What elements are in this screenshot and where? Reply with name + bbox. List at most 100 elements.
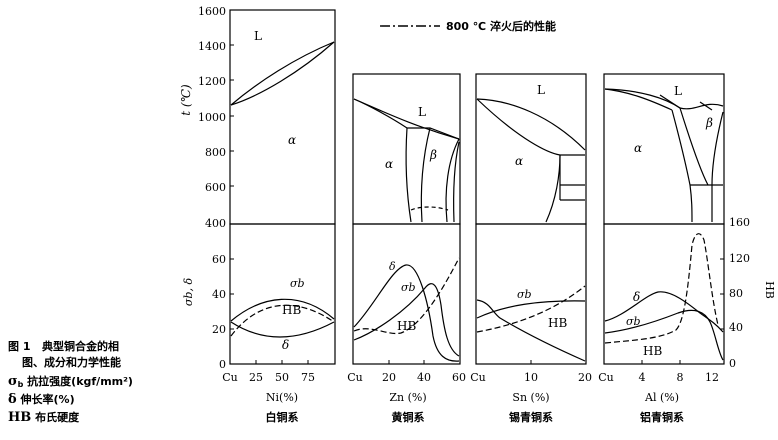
curve-label-sigma: σb xyxy=(517,288,532,301)
temp-tick-800: 800 xyxy=(205,146,226,159)
liquidus-line xyxy=(476,98,586,151)
prop-axis-label: σb, δ xyxy=(182,278,195,307)
x-tick-cu: Cu xyxy=(470,371,486,384)
delta-curve xyxy=(604,291,724,333)
sigma-curve xyxy=(476,300,586,319)
beta-boundary-right xyxy=(445,138,460,223)
sigma-curve xyxy=(604,309,724,361)
hb-tick-40: 40 xyxy=(729,321,743,334)
temp-axis-label: t (℃) xyxy=(179,84,193,116)
hb-axis-label: HB xyxy=(763,281,776,299)
alpha-solvus xyxy=(545,154,561,223)
delta-curve xyxy=(353,264,460,362)
panel-cupronickel: L α σb HB δ Cu 25 50 75 Ni(%) 白铜系 xyxy=(222,9,336,424)
system-name: 黄铜系 xyxy=(392,410,425,424)
x-tick-50: 50 xyxy=(275,371,289,384)
x-tick-12: 12 xyxy=(705,371,719,384)
panel-brass: L α β δ σb HB Cu 20 40 60 Zn (%) 黄铜系 xyxy=(347,73,466,424)
beta-boundary-left xyxy=(679,107,709,186)
caption-hb-row: HB 布氏硬度 xyxy=(8,411,79,424)
x-tick-cu: Cu xyxy=(598,371,614,384)
sigma-curve xyxy=(353,283,460,357)
solidus-line xyxy=(604,88,673,111)
caption-delta-symbol: δ xyxy=(8,392,17,407)
hb-dashed-curve xyxy=(476,285,586,333)
panel-tin-bronze: L α σb HB Cu 10 20 Sn (%) 锡青铜系 xyxy=(470,73,592,424)
beta-top-line xyxy=(659,94,713,111)
prop-tick-0: 0 xyxy=(219,358,226,371)
hb-tick-120: 120 xyxy=(729,252,750,265)
phase-frame xyxy=(229,9,336,225)
tick-marks xyxy=(388,360,425,364)
phase-label-alpha: α xyxy=(385,157,393,171)
x-axis-label: Ni(%) xyxy=(266,391,298,404)
hb-dashed-curve xyxy=(604,233,719,344)
legend-label: 800 ℃ 淬火后的性能 xyxy=(446,19,556,33)
curve-label-hb: HB xyxy=(643,344,662,358)
x-tick-20: 20 xyxy=(382,371,396,384)
beta-boundary-left xyxy=(420,127,431,223)
solidus-line xyxy=(230,41,335,106)
alpha-boundary xyxy=(405,127,412,223)
tick-marks xyxy=(230,44,309,364)
hb-tick-160: 160 xyxy=(729,216,750,229)
x-tick-8: 8 xyxy=(677,371,684,384)
caption-delta-desc: 伸长率(%) xyxy=(20,393,75,406)
phase-label-L: L xyxy=(674,84,682,98)
beta-boundary-right xyxy=(711,111,724,186)
phase-frame xyxy=(603,73,725,225)
caption-hb-desc: 布氏硬度 xyxy=(35,411,80,424)
phase-label-alpha: α xyxy=(288,133,296,147)
curve-label-delta: δ xyxy=(282,338,289,352)
x-tick-cu: Cu xyxy=(347,371,363,384)
phase-label-alpha: α xyxy=(634,141,642,155)
system-name: 白铜系 xyxy=(266,410,299,424)
phase-label-L: L xyxy=(418,105,426,119)
liquidus-line xyxy=(230,41,335,106)
property-frame xyxy=(352,223,461,365)
caption-title-line1: 图 1 典型铜合金的相 xyxy=(8,340,119,353)
caption-delta-row: δ 伸长率(%) xyxy=(8,393,75,406)
x-tick-cu: Cu xyxy=(222,371,238,384)
temp-tick-400: 400 xyxy=(205,217,226,230)
x-tick-10: 10 xyxy=(524,371,538,384)
temp-tick-1600: 1600 xyxy=(198,5,226,18)
delta-curve xyxy=(230,321,335,338)
x-axis-label: Sn (%) xyxy=(512,391,549,404)
hb-axis: 160 120 80 40 0 HB xyxy=(729,216,776,370)
phase-label-L: L xyxy=(537,83,545,97)
x-tick-20: 20 xyxy=(578,371,592,384)
temp-tick-1000: 1000 xyxy=(198,111,226,124)
system-name: 锡青铜系 xyxy=(509,410,553,424)
hb-dashed-curve xyxy=(230,304,335,337)
caption-title-line2: 图、成分和力学性能 xyxy=(22,356,121,369)
sigma-curve xyxy=(230,298,335,322)
temp-tick-1400: 1400 xyxy=(198,40,226,53)
prop-tick-60: 60 xyxy=(212,253,226,266)
phase-label-L: L xyxy=(254,29,262,43)
caption-title: 典型铜合金的相 xyxy=(41,340,119,353)
curve-label-hb: HB xyxy=(282,303,301,317)
hb-dashed-curve xyxy=(353,257,460,335)
caption-sigma-row: σb 抗拉强度(kgf/mm²) xyxy=(8,375,133,391)
curve-label-sigma: σb xyxy=(626,315,641,328)
caption-subtitle: 图、成分和力学性能 xyxy=(22,356,121,369)
prop-tick-20: 20 xyxy=(212,323,226,336)
phase-label-beta: β xyxy=(705,116,713,130)
curve-label-sigma: σb xyxy=(290,277,305,290)
caption-figure-label: 图 1 xyxy=(8,340,31,353)
caption-sigma-symbol: σ xyxy=(8,374,18,389)
x-tick-40: 40 xyxy=(417,371,431,384)
phase-frame xyxy=(475,73,587,225)
hb-tick-0: 0 xyxy=(729,357,736,370)
ordering-dashed-line xyxy=(410,206,449,211)
x-tick-25: 25 xyxy=(249,371,263,384)
solidus-line xyxy=(476,98,561,156)
x-axis-label: Zn (%) xyxy=(389,391,426,404)
hb-tick-80: 80 xyxy=(729,287,743,300)
prop-tick-40: 40 xyxy=(212,288,226,301)
legend: 800 ℃ 淬火后的性能 xyxy=(380,19,556,33)
curve-label-delta: δ xyxy=(633,290,640,304)
system-name: 铝青铜系 xyxy=(640,410,684,424)
